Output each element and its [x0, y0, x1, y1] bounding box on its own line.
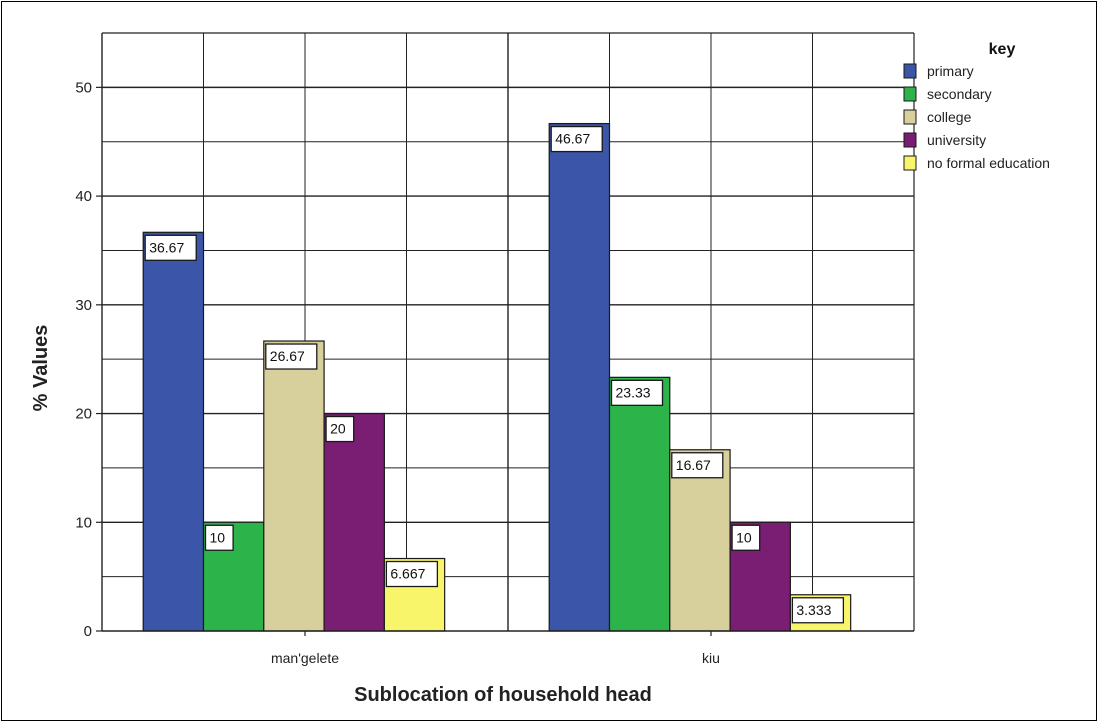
bar-college-0 [263, 340, 325, 632]
data-label: 26.67 [270, 348, 305, 364]
x-axis-title: Sublocation of household head [354, 684, 652, 706]
data-label: 10 [736, 529, 752, 545]
bar-primary-1 [548, 122, 611, 632]
legend: key primary secondary college university no … [903, 41, 1050, 171]
data-label-box [204, 524, 234, 551]
legend-swatch-secondary [903, 86, 917, 102]
legend-title: key [989, 41, 1016, 58]
legend-label: primary [927, 63, 974, 79]
data-label: 36.67 [149, 239, 184, 255]
bar-university-0 [323, 412, 385, 632]
y-tick-label: 0 [84, 623, 92, 640]
data-label: 46.67 [555, 131, 590, 147]
axes-layer: man'gelete kiu 0 10 20 30 40 50 [75, 33, 915, 666]
y-tick-label: 20 [75, 406, 92, 423]
bar-secondary-1 [608, 376, 671, 632]
legend-swatch-university [903, 132, 917, 148]
legend-swatch-primary [903, 63, 917, 79]
y-axis-title: % Values [30, 325, 52, 412]
x-tick-label: kiu [702, 650, 720, 666]
legend-swatch-no-formal-education [903, 155, 917, 171]
data-label-box [791, 597, 845, 624]
data-label-box [731, 524, 761, 551]
data-label: 10 [210, 529, 226, 545]
y-tick-label: 30 [75, 297, 92, 314]
legend-swatch-college [903, 109, 917, 125]
data-labels-layer: 36.67 10 26.67 20 6.667 46.67 23.33 16.67 10 3.33… [144, 125, 845, 624]
data-label: 6.667 [390, 566, 425, 582]
data-label-box [265, 343, 318, 370]
legend-label: college [927, 109, 972, 125]
data-label-box [144, 234, 197, 261]
data-label-box [550, 125, 603, 153]
data-label-box [385, 560, 439, 588]
y-tick-label: 50 [75, 79, 92, 96]
legend-label: university [927, 132, 986, 148]
data-label: 16.67 [676, 457, 711, 473]
x-tick-label: man'gelete [271, 650, 339, 666]
legend-label: no formal education [927, 155, 1050, 171]
data-label-box [671, 452, 724, 479]
bar-primary-0 [142, 231, 205, 632]
bar-college-1 [669, 449, 731, 632]
data-label-box [325, 415, 355, 443]
y-tick-label: 10 [75, 514, 92, 531]
legend-label: secondary [927, 86, 992, 102]
data-label-box [610, 379, 664, 406]
data-label: 23.33 [616, 384, 651, 400]
data-label: 20 [330, 421, 346, 437]
y-tick-label: 40 [75, 188, 92, 205]
data-label: 3.333 [796, 602, 831, 618]
